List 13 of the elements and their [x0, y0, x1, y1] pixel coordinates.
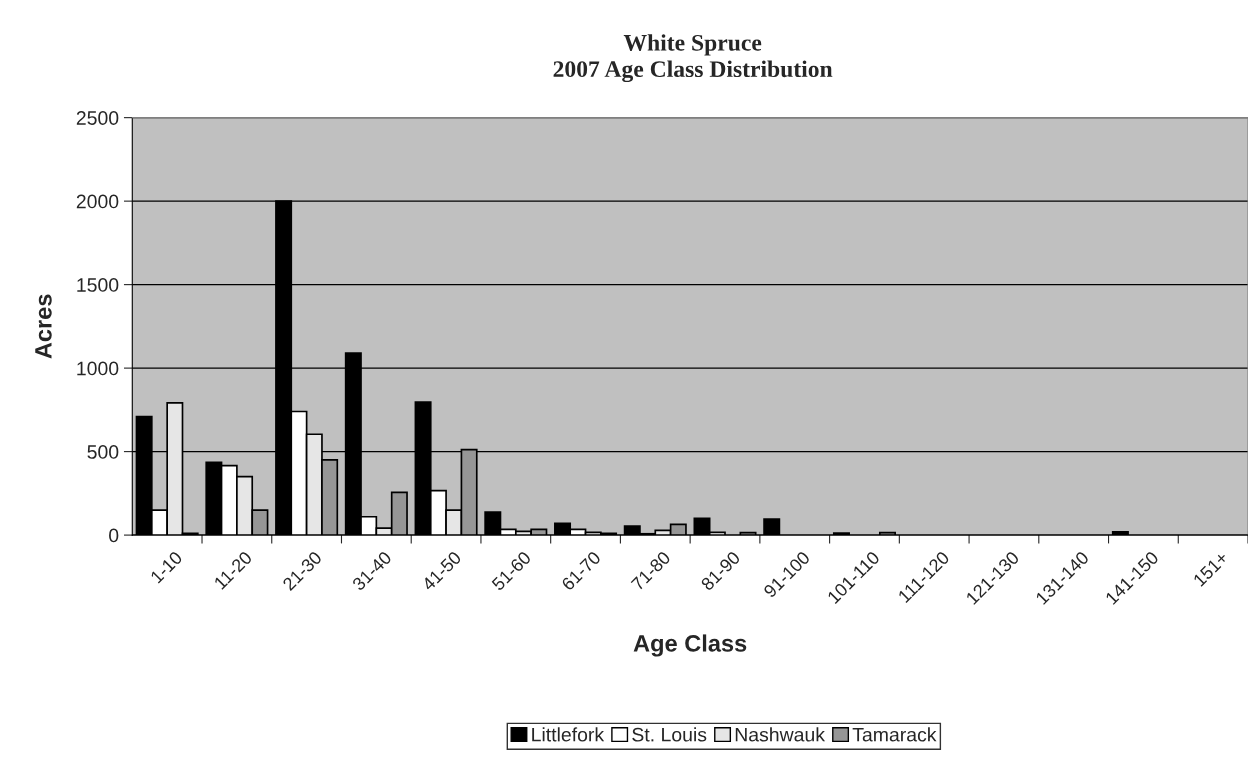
- x-axis-title: Age Class: [633, 634, 747, 657]
- legend-label: St. Louis: [632, 727, 707, 742]
- y-tick-label: 0: [109, 528, 119, 543]
- legend-label: Tamarack: [852, 727, 937, 742]
- legend-label: Littlefork: [532, 727, 605, 742]
- y-tick-label: 1500: [77, 278, 119, 292]
- y-axis-title: Acres: [35, 294, 52, 359]
- y-tick-label: 2500: [76, 111, 119, 125]
- y-tick-label: 2000: [76, 194, 119, 209]
- chart-title: White Spruce 2007 Age Class Distribution: [553, 34, 833, 83]
- y-tick-label: 500: [87, 445, 119, 459]
- y-tick-label: 1000: [77, 361, 119, 376]
- legend-label: Nashwauk: [735, 727, 826, 742]
